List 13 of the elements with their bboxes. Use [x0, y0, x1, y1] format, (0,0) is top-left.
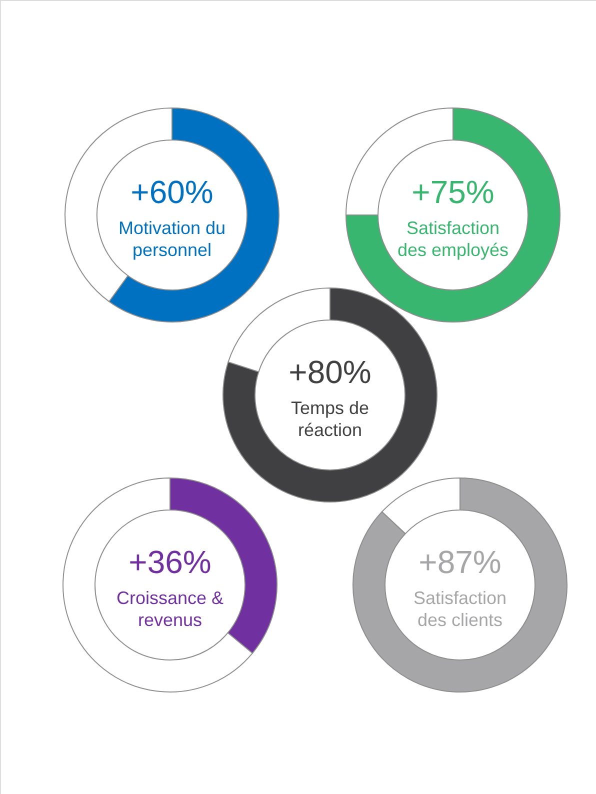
text: Temps de réaction: [290, 398, 370, 440]
text: +75%: [412, 174, 494, 210]
text: Motivation du personnel: [118, 218, 226, 260]
text: Satisfaction des employés: [397, 218, 509, 260]
donut-slice: [352, 478, 568, 692]
donut-slice: [346, 108, 560, 322]
text: Satisfaction des clients: [413, 588, 507, 630]
donut-slice: [222, 288, 438, 502]
text: +87%: [418, 544, 502, 580]
text: Croissance & revenus: [116, 588, 224, 630]
text: +60%: [130, 174, 214, 210]
text: +36%: [128, 544, 212, 580]
text: +80%: [288, 354, 372, 390]
